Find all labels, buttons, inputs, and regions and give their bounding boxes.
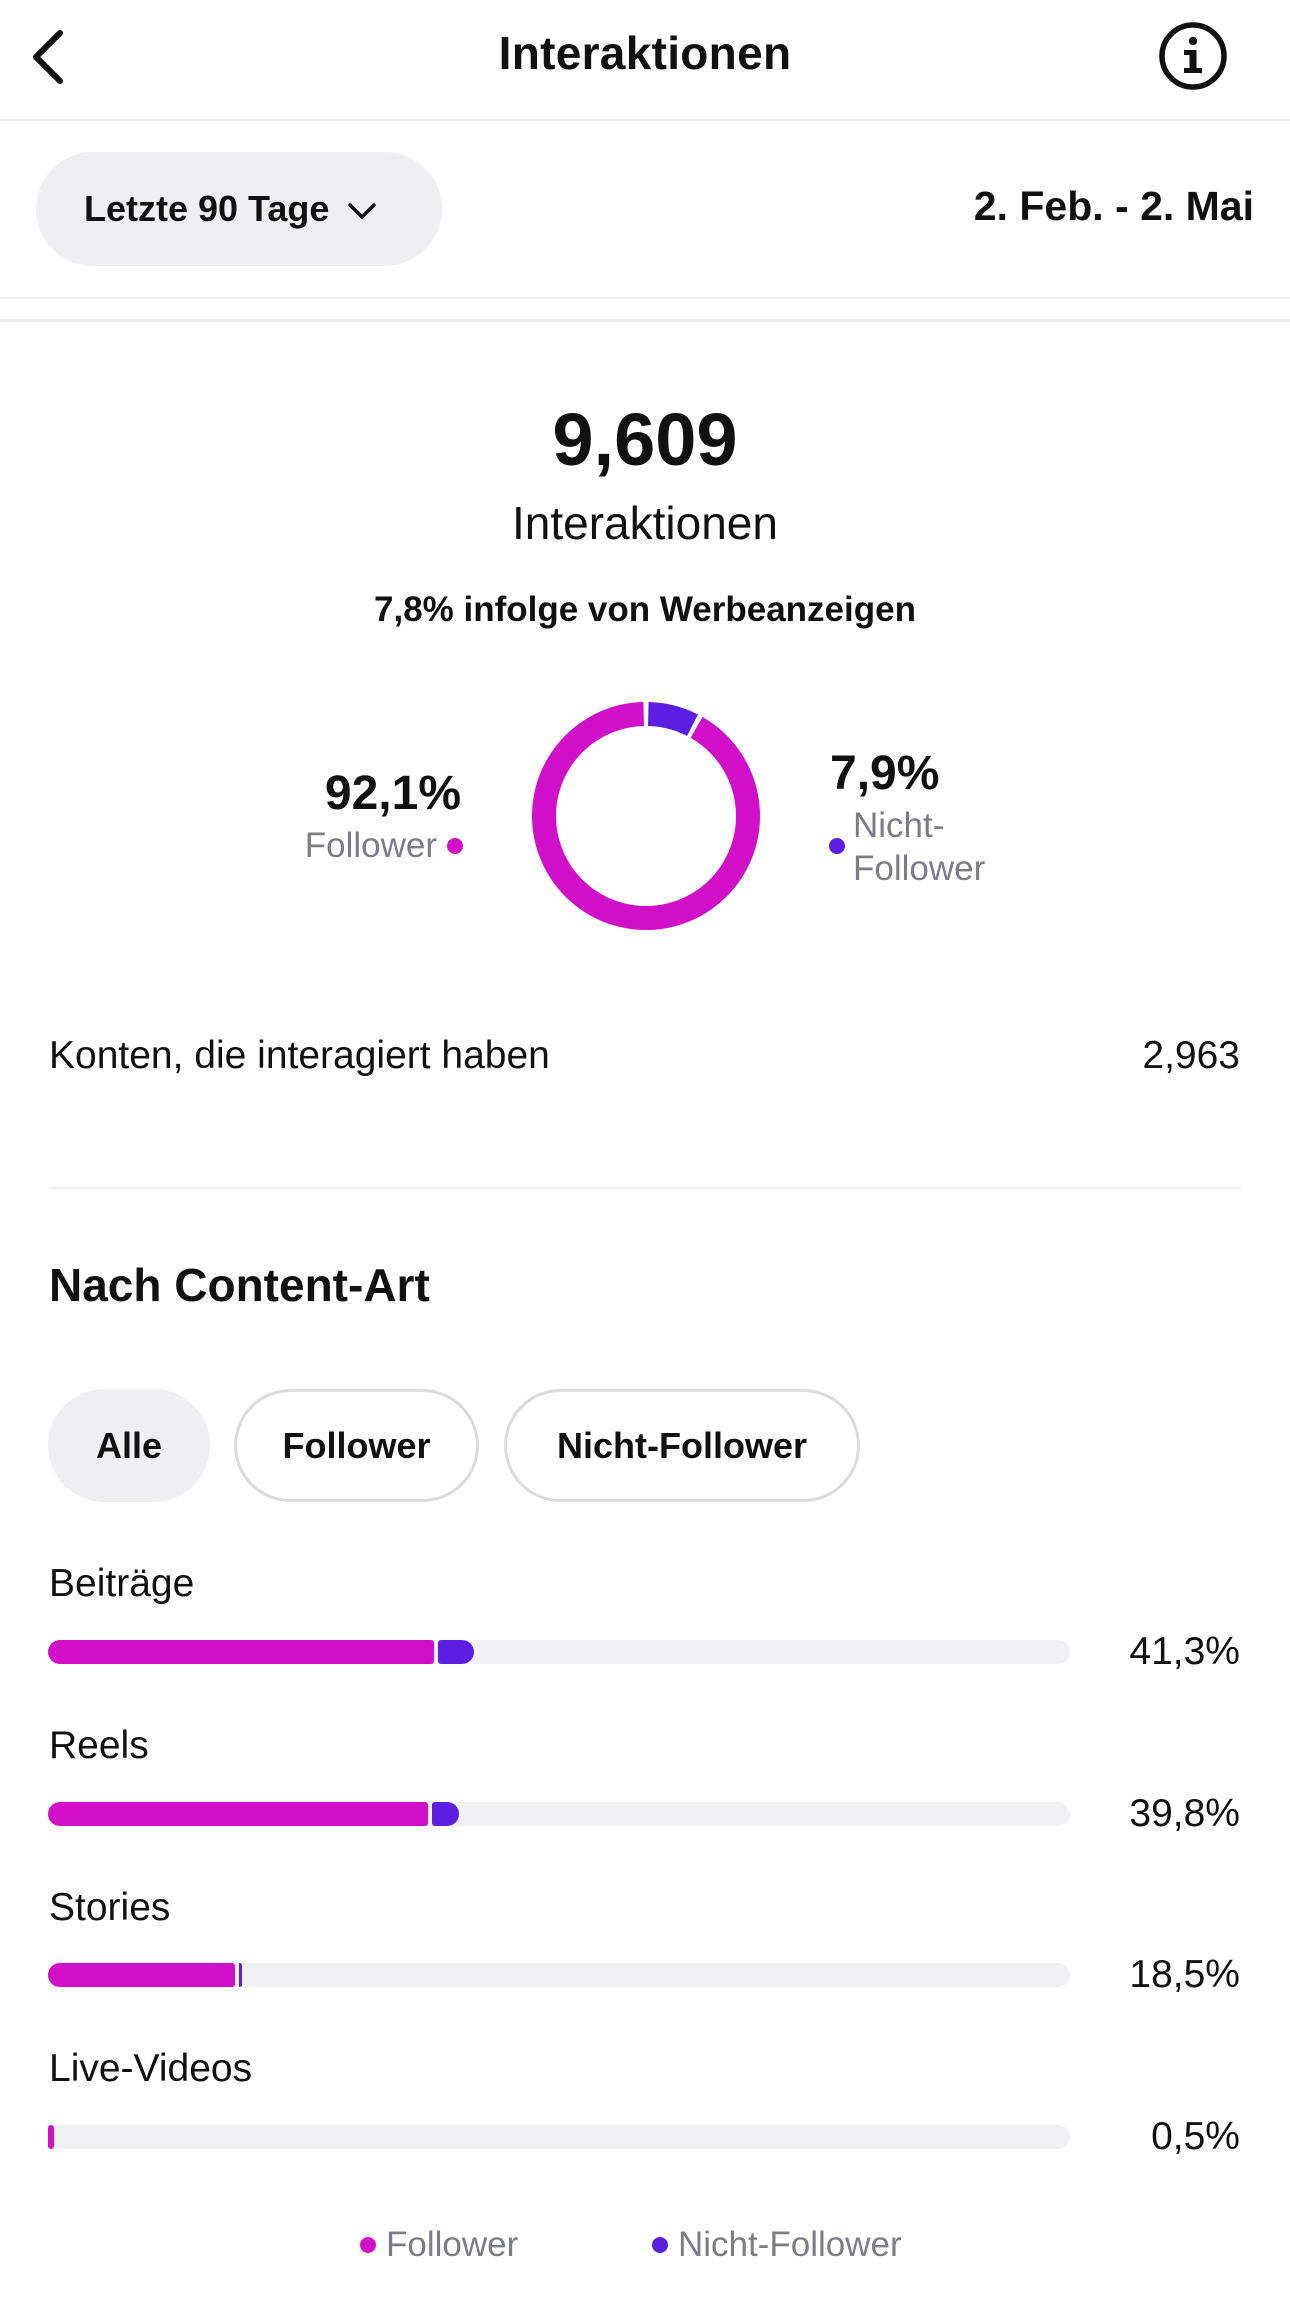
info-button[interactable] xyxy=(1157,20,1229,92)
donut-slice-nonfollower xyxy=(647,702,699,737)
category-label-reels: Reels xyxy=(49,1724,149,1767)
legend-nonfollower: Nicht-Follower xyxy=(652,2225,902,2265)
filter-chip-nonfollower[interactable]: Nicht-Follower xyxy=(504,1389,860,1502)
nonfollower-bar-segment xyxy=(432,1802,459,1826)
follower-donut-chart xyxy=(532,702,760,930)
follower-percentage: 92,1% xyxy=(324,767,461,820)
nonfollower-bar-segment xyxy=(239,1963,243,1987)
follower-legend-label: Follower xyxy=(304,826,437,865)
category-bar-live-videos xyxy=(48,2125,1070,2149)
filter-chip-follower[interactable]: Follower xyxy=(234,1389,479,1502)
chevron-left-icon xyxy=(33,30,63,84)
category-percentage-stories: 18,5% xyxy=(1129,1953,1240,1996)
category-bar-posts xyxy=(48,1640,1070,1664)
follower-legend: Follower xyxy=(305,826,463,866)
category-percentage-posts: 41,3% xyxy=(1129,1630,1240,1673)
accounts-engaged-value: 2,963 xyxy=(1142,1034,1240,1077)
section-divider xyxy=(49,1187,1241,1189)
filter-chip-all[interactable]: Alle xyxy=(48,1389,210,1502)
nonfollower-legend: Nicht-Follower xyxy=(829,804,1023,890)
total-interactions-label: Interaktionen xyxy=(512,497,778,549)
ad-share-note: 7,8% infolge von Werbeanzeigen xyxy=(374,590,916,629)
chevron-down-icon xyxy=(347,188,377,230)
legend-follower-label: Follower xyxy=(386,2225,519,2264)
section-divider xyxy=(0,319,1290,322)
period-dropdown-label: Letzte 90 Tage xyxy=(84,188,330,229)
category-label-stories: Stories xyxy=(49,1886,171,1929)
category-label-posts: Beiträge xyxy=(49,1562,195,1605)
follower-dot xyxy=(360,2237,376,2253)
nonfollower-dot xyxy=(652,2237,668,2253)
top-navigation-bar: Interaktionen xyxy=(0,0,1290,121)
back-button[interactable] xyxy=(28,22,88,92)
period-row: Letzte 90 Tage 2. Feb. - 2. Mai xyxy=(0,121,1290,299)
follower-bar-segment xyxy=(48,1963,236,1987)
category-bar-stories xyxy=(48,1963,1070,1987)
accounts-engaged-label: Konten, die interagiert haben xyxy=(49,1034,550,1077)
date-range: 2. Feb. - 2. Mai xyxy=(973,183,1254,229)
info-circle-icon xyxy=(1159,22,1227,90)
nonfollower-percentage: 7,9% xyxy=(830,747,940,800)
total-interactions-value: 9,609 xyxy=(552,398,738,481)
content-type-title: Nach Content-Art xyxy=(49,1259,430,1311)
follower-bar-segment xyxy=(48,2125,54,2149)
nonfollower-legend-label: Nicht-Follower xyxy=(853,806,986,888)
page-title: Interaktionen xyxy=(498,27,792,79)
follower-bar-segment xyxy=(48,1640,435,1664)
category-percentage-live-videos: 0,5% xyxy=(1151,2115,1240,2158)
legend-nonfollower-label: Nicht-Follower xyxy=(678,2225,902,2264)
category-bar-reels xyxy=(48,1802,1070,1826)
follower-bar-segment xyxy=(48,1802,429,1826)
period-dropdown[interactable]: Letzte 90 Tage xyxy=(36,152,442,266)
donut-slice-follower xyxy=(532,702,760,930)
nonfollower-dot xyxy=(829,838,845,854)
nonfollower-bar-segment xyxy=(438,1640,475,1664)
follower-dot xyxy=(447,838,463,854)
category-percentage-reels: 39,8% xyxy=(1129,1792,1240,1835)
category-label-live-videos: Live-Videos xyxy=(49,2047,253,2090)
legend-follower: Follower xyxy=(360,2225,518,2265)
